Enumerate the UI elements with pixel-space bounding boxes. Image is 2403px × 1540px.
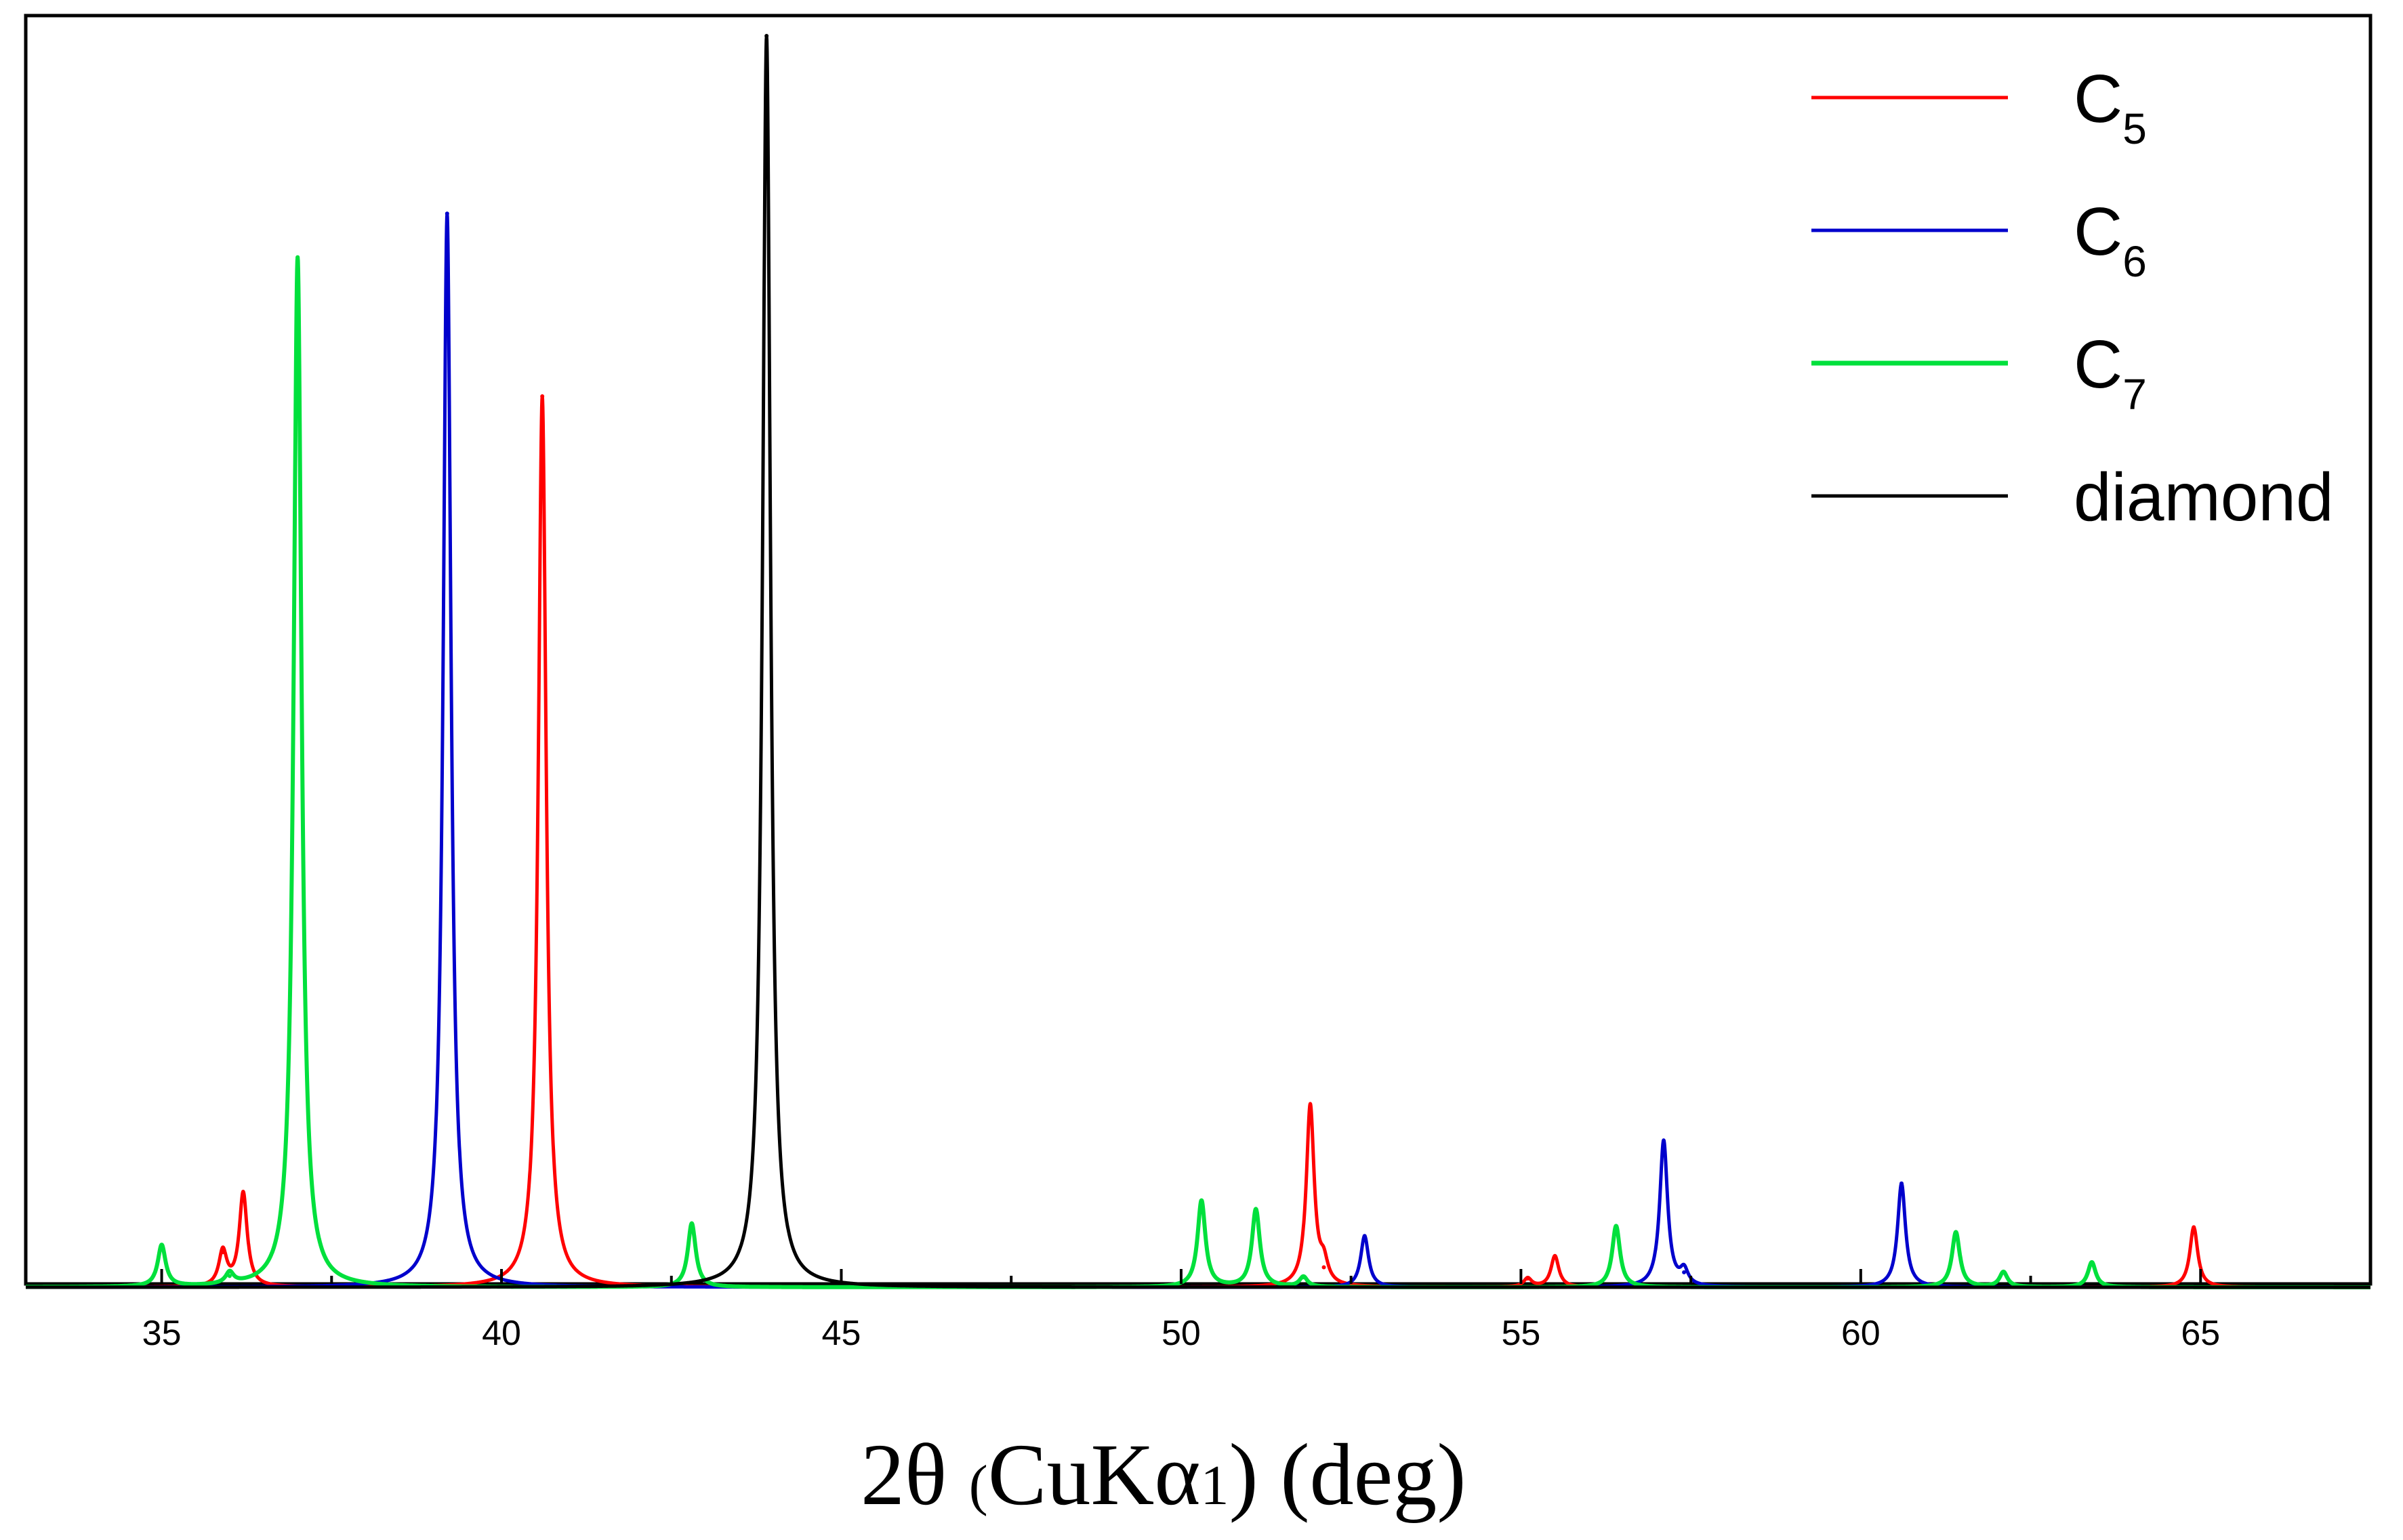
legend-label-c5: C5 — [2074, 61, 2147, 153]
series-line-diamond — [24, 34, 2373, 1289]
legend-label-c6: C6 — [2074, 194, 2147, 286]
x-tick-label: 55 — [1501, 1314, 1540, 1353]
peak-c7 — [1301, 1275, 1306, 1280]
peak-c7 — [159, 1244, 164, 1249]
peak-c5 — [2192, 1225, 2196, 1230]
peak-c5 — [1553, 1253, 1557, 1258]
peak-c6 — [1661, 1138, 1666, 1143]
x-tick-label: 60 — [1841, 1314, 1881, 1353]
peak-c7 — [1954, 1230, 1958, 1234]
peak-c7 — [295, 255, 300, 259]
x-tick-label: 50 — [1162, 1314, 1201, 1353]
legend-label-diamond: diamond — [2074, 459, 2334, 535]
series-line-c5 — [24, 394, 2373, 1289]
x-axis: 35 40 45 50 55 60 65 — [142, 1269, 2220, 1353]
peak-c6 — [1682, 1270, 1687, 1274]
peak-c6 — [1899, 1181, 1904, 1186]
peak-c6 — [445, 211, 449, 216]
series-layer — [24, 34, 2373, 1289]
series-line-c7 — [24, 255, 2373, 1289]
peak-c5 — [1321, 1265, 1326, 1270]
peak-c7 — [1614, 1224, 1618, 1228]
plot-frame — [24, 14, 2373, 1286]
peak-c7 — [689, 1221, 694, 1226]
peak-c5 — [1525, 1276, 1530, 1281]
peak-c6 — [1362, 1234, 1367, 1239]
legend-label-c7: C7 — [2074, 327, 2147, 419]
series-line-c6 — [24, 211, 2373, 1289]
peak-diamond — [764, 34, 769, 38]
x-tick-label: 65 — [2181, 1314, 2220, 1353]
peak-c7 — [2089, 1260, 2094, 1265]
peak-c5 — [241, 1191, 245, 1196]
x-axis-title: 2θ (CuKα1) (deg) — [861, 1426, 1466, 1524]
x-tick-label: 40 — [482, 1314, 521, 1353]
peak-c5 — [540, 394, 545, 398]
peak-c7 — [1199, 1199, 1204, 1203]
peak-c5 — [220, 1250, 225, 1255]
peak-c7 — [227, 1274, 232, 1278]
legend: C5 C6 C7 diamond — [1811, 61, 2334, 535]
x-tick-label: 35 — [142, 1314, 182, 1353]
peak-c5 — [1308, 1104, 1313, 1108]
peak-c7 — [2001, 1270, 2006, 1274]
peak-c7 — [1254, 1207, 1258, 1212]
x-tick-label: 45 — [822, 1314, 861, 1353]
